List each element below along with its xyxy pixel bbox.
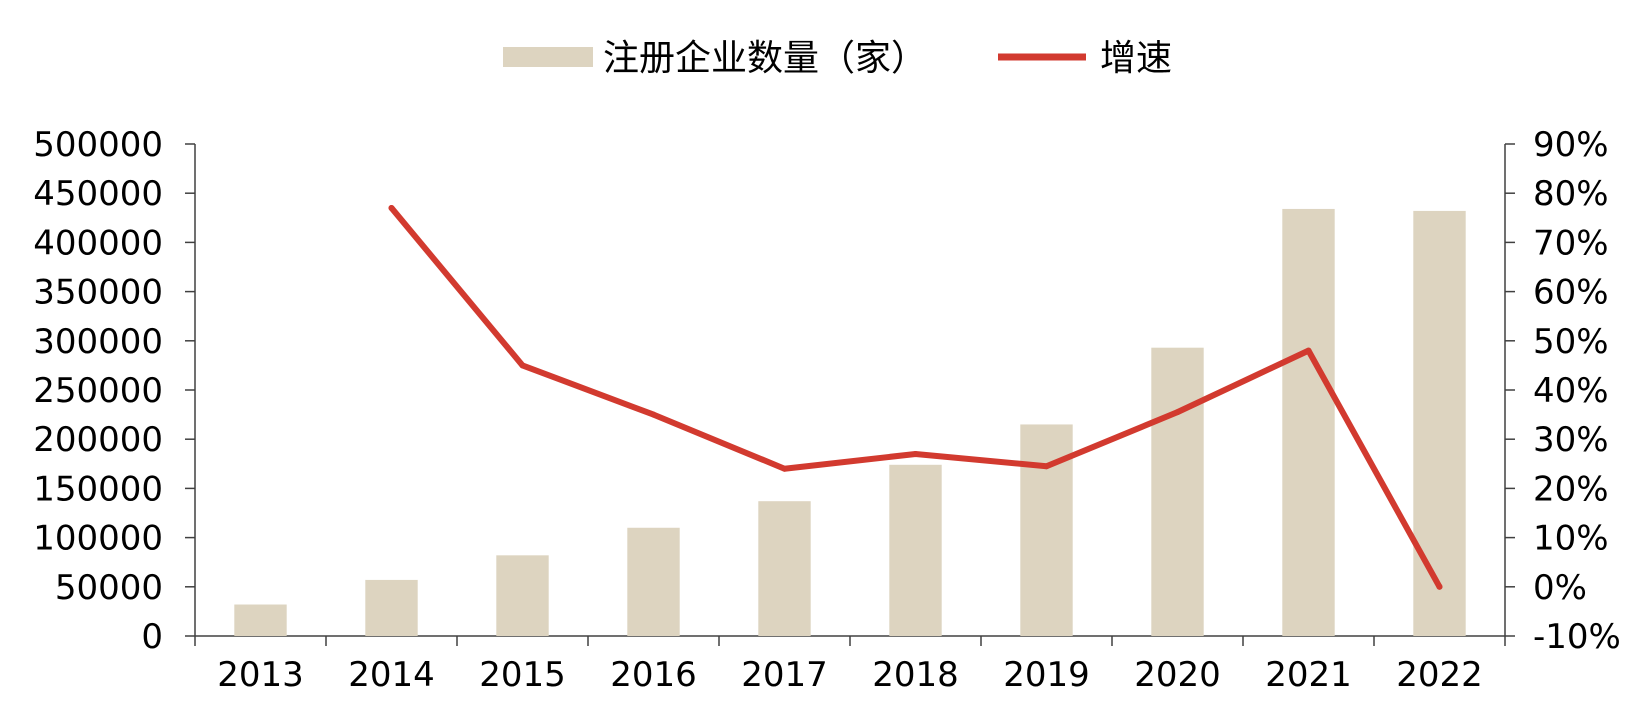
y-left-tick-label: 50000 xyxy=(55,568,163,608)
growth-point xyxy=(1305,347,1312,354)
y-right-tick-label: 40% xyxy=(1533,371,1609,411)
bar xyxy=(1282,208,1335,636)
x-tick-label: 2018 xyxy=(872,655,959,695)
x-tick-label: 2020 xyxy=(1134,655,1221,695)
y-left-tick-label: 400000 xyxy=(33,223,163,263)
legend-label-bar: 注册企业数量（家） xyxy=(603,38,927,79)
y-right-tick-label: 50% xyxy=(1533,322,1609,362)
x-tick-label: 2021 xyxy=(1265,655,1352,695)
y-right-tick-label: 20% xyxy=(1533,469,1609,509)
legend-swatch-bar xyxy=(503,47,593,67)
x-tick-label: 2016 xyxy=(610,655,697,695)
x-tick-label: 2017 xyxy=(741,655,828,695)
y-right-tick-label: 90% xyxy=(1533,125,1609,165)
y-left-tick-label: 0 xyxy=(141,617,163,657)
y-left-tick-label: 150000 xyxy=(33,469,163,509)
y-right-tick-label: 80% xyxy=(1533,174,1609,214)
bar xyxy=(627,527,680,636)
growth-point xyxy=(912,450,919,457)
y-left-tick-label: 250000 xyxy=(33,371,163,411)
growth-point xyxy=(781,465,788,472)
y-left-tick-label: 100000 xyxy=(33,519,163,559)
y-right-tick-label: 70% xyxy=(1533,223,1609,263)
growth-point xyxy=(1436,583,1443,590)
y-right-tick-label: 10% xyxy=(1533,519,1609,559)
y-right-tick-label: 60% xyxy=(1533,273,1609,313)
growth-line xyxy=(388,204,1443,590)
growth-point xyxy=(1174,409,1181,416)
y-left-tick-label: 300000 xyxy=(33,322,163,362)
bar xyxy=(496,555,549,636)
bar xyxy=(758,501,811,636)
growth-point xyxy=(1043,463,1050,470)
legend: 注册企业数量（家） 增速 xyxy=(503,38,1172,79)
x-tick-label: 2019 xyxy=(1003,655,1090,695)
growth-point xyxy=(519,362,526,369)
x-tick-label: 2014 xyxy=(348,655,435,695)
growth-point xyxy=(388,204,395,211)
bar xyxy=(365,579,418,636)
x-tick-label: 2013 xyxy=(217,655,304,695)
y-right-tick-label: 0% xyxy=(1533,568,1587,608)
bar xyxy=(1151,347,1204,636)
bar xyxy=(234,604,287,636)
growth-point xyxy=(650,411,657,418)
tick-labels: 0 50000 100000 150000 200000 250000 300000 3500… xyxy=(33,125,1621,695)
bar xyxy=(1413,210,1466,637)
legend-label-line: 增速 xyxy=(1100,38,1172,79)
y-left-tick-label: 350000 xyxy=(33,273,163,313)
x-tick-label: 2015 xyxy=(479,655,566,695)
bars xyxy=(234,208,1466,637)
y-right-tick-label: 30% xyxy=(1533,420,1609,460)
y-left-tick-label: 450000 xyxy=(33,174,163,214)
x-tick-label: 2022 xyxy=(1396,655,1483,695)
y-left-tick-label: 500000 xyxy=(33,125,163,165)
y-right-tick-label: -10% xyxy=(1533,617,1621,657)
y-left-tick-label: 200000 xyxy=(33,420,163,460)
bar xyxy=(889,464,942,636)
